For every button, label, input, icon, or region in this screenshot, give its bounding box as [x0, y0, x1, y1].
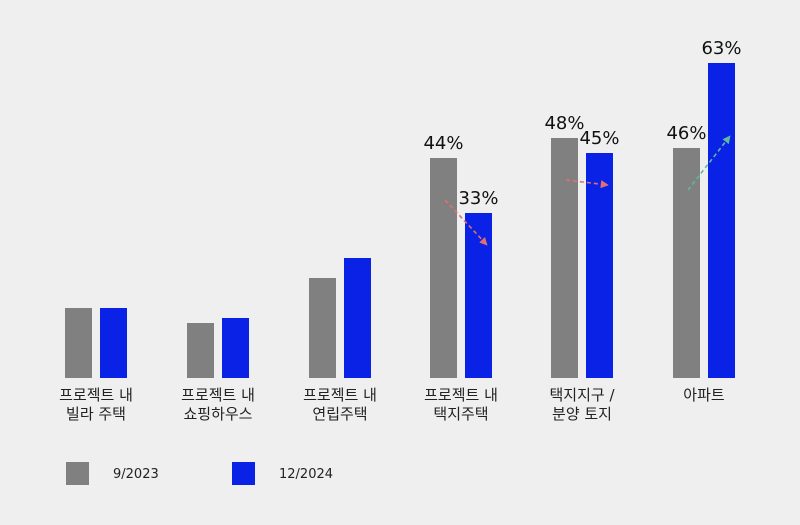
data-label-4: 46% [666, 123, 706, 144]
legend-label-0: 9/2023 [113, 467, 159, 482]
data-label-0: 44% [423, 133, 463, 154]
category-label-4-1: 분양 토지 [552, 405, 612, 423]
legend-swatch-0 [66, 462, 89, 485]
legend: 9/2023 12/2024 [66, 462, 333, 485]
bar-0-0 [65, 308, 92, 378]
bar-5-0 [673, 148, 700, 378]
bar-2-0 [309, 278, 336, 378]
bar-4-0 [551, 138, 578, 378]
bar-3-0 [430, 158, 457, 378]
legend-swatch-1 [232, 462, 255, 485]
bar-0-1 [100, 308, 127, 378]
category-label-3-1: 택지주택 [433, 405, 488, 423]
category-label-5-0: 아파트 [683, 386, 725, 404]
category-label-4-0: 택지지구 / [549, 386, 615, 404]
bar-5-1 [708, 63, 735, 378]
trend-arrow-2 [687, 135, 731, 191]
category-label-3-0: 프로젝트 내 [424, 386, 498, 404]
data-label-1: 33% [458, 188, 498, 209]
data-label-3: 45% [579, 128, 619, 149]
category-label-2-1: 연립주택 [312, 405, 367, 423]
category-label-0-1: 빌라 주택 [66, 405, 126, 423]
bar-3-1 [465, 213, 492, 378]
legend-label-1: 12/2024 [279, 467, 333, 482]
category-label-1-0: 프로젝트 내 [181, 386, 255, 404]
bar-1-1 [222, 318, 249, 378]
bar-2-1 [344, 258, 371, 378]
category-label-2-0: 프로젝트 내 [303, 386, 377, 404]
bar-4-1 [586, 153, 613, 378]
bars-group [65, 63, 735, 378]
data-label-5: 63% [701, 38, 741, 59]
data-label-2: 48% [544, 113, 584, 134]
trend-arrow-0 [444, 199, 488, 246]
category-label-0-0: 프로젝트 내 [59, 386, 133, 404]
trend-arrow-1 [565, 179, 609, 189]
category-label-1-1: 쇼핑하우스 [183, 405, 252, 423]
data-labels-group: 44% 33% 48%45% 46% 63% [423, 38, 741, 209]
bar-1-0 [187, 323, 214, 378]
trend-arrows-group [444, 135, 731, 246]
